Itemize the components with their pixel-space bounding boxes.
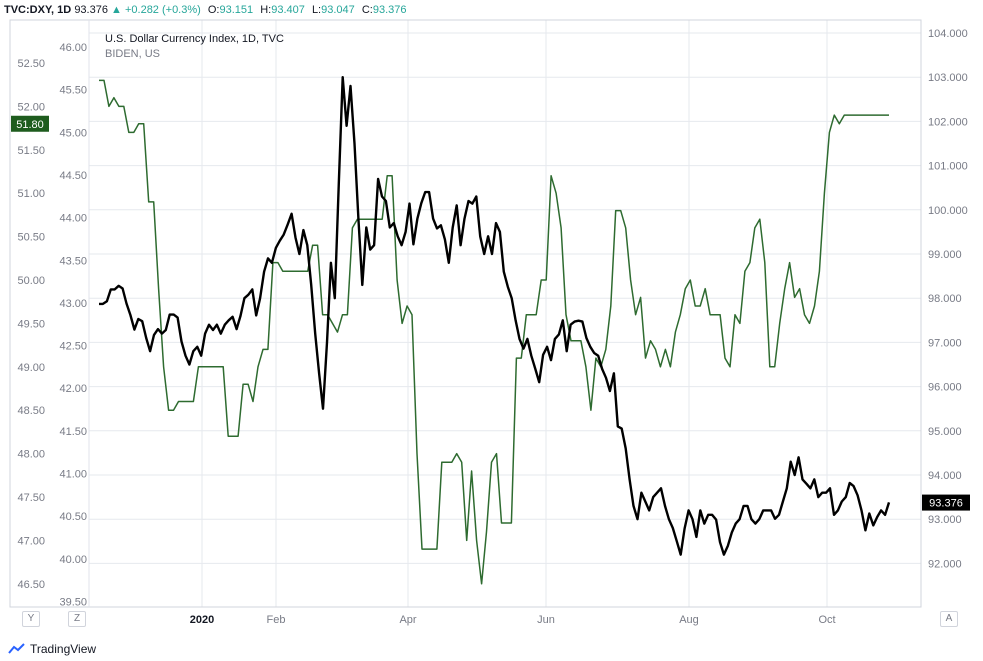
open-label: O: bbox=[207, 4, 220, 16]
biden-price-label: 51.80 bbox=[16, 119, 44, 131]
right-axis-tick-8: 96.000 bbox=[928, 382, 962, 394]
auto-scale-button[interactable]: A bbox=[940, 611, 958, 627]
right-axis-tick-5: 99.000 bbox=[928, 249, 962, 261]
tradingview-logo-icon bbox=[8, 643, 25, 654]
x-tick-2: Apr bbox=[399, 614, 416, 626]
inner-axis-tick-9: 41.50 bbox=[59, 426, 87, 438]
close-label: C: bbox=[361, 4, 373, 16]
outer-axis-tick-5: 50.00 bbox=[17, 275, 45, 287]
right-axis-tick-4: 100.000 bbox=[928, 205, 968, 217]
biden-line bbox=[99, 79, 889, 585]
right-axis-tick-6: 98.000 bbox=[928, 293, 962, 305]
dxy-price-badge bbox=[922, 494, 970, 511]
legend-title: U.S. Dollar Currency Index, 1D, TVC bbox=[105, 33, 284, 45]
y-scale-button[interactable]: Y bbox=[22, 611, 40, 627]
outer-axis-tick-8: 48.50 bbox=[17, 405, 45, 417]
high-label: H: bbox=[260, 4, 272, 16]
right-axis-tick-7: 97.000 bbox=[928, 337, 962, 349]
inner-axis-tick-10: 41.00 bbox=[59, 469, 87, 481]
inner-axis-tick-2: 45.00 bbox=[59, 127, 87, 139]
right-axis-tick-12: 92.000 bbox=[928, 558, 962, 570]
outer-axis-tick-0: 52.50 bbox=[17, 58, 45, 70]
grid bbox=[89, 20, 921, 607]
inner-axis-tick-0: 46.00 bbox=[59, 42, 87, 54]
outer-axis-tick-3: 51.00 bbox=[17, 188, 45, 200]
x-tick-0: 2020 bbox=[190, 614, 214, 626]
biden-price-badge bbox=[11, 115, 49, 132]
outer-axis-tick-2: 51.50 bbox=[17, 145, 45, 157]
outer-axis-tick-12: 46.50 bbox=[17, 579, 45, 591]
inner-axis-tick-12: 40.00 bbox=[59, 554, 87, 566]
outer-axis-tick-9: 48.00 bbox=[17, 449, 45, 461]
symbol-header: TVC:DXY, 1D 93.376 ▲ +0.282 (+0.3%) O:93… bbox=[4, 2, 407, 18]
dxy-line bbox=[99, 75, 891, 556]
outer-axis-tick-6: 49.50 bbox=[17, 318, 45, 330]
inner-axis-tick-3: 44.50 bbox=[59, 170, 87, 182]
price-badges: 51.80 93.376 bbox=[11, 115, 970, 511]
outer-left-axis: 52.50 52.00 51.50 51.00 50.50 50.00 49.50 49.00… bbox=[17, 58, 45, 591]
inner-axis-tick-5: 43.50 bbox=[59, 255, 87, 267]
x-tick-4: Aug bbox=[679, 614, 699, 626]
inner-axis-tick-11: 40.50 bbox=[59, 511, 87, 523]
x-tick-5: Oct bbox=[818, 614, 835, 626]
right-axis-tick-2: 102.000 bbox=[928, 116, 968, 128]
high-value: 93.407 bbox=[271, 4, 305, 16]
low-label: L: bbox=[311, 4, 322, 16]
inner-axis-tick-7: 42.50 bbox=[59, 341, 87, 353]
right-axis-tick-0: 104.000 bbox=[928, 28, 968, 40]
inner-axis-tick-13: 39.50 bbox=[59, 596, 87, 608]
z-scale-button[interactable]: Z bbox=[68, 611, 86, 627]
last-price: 93.376 bbox=[74, 4, 108, 16]
brand-name: TradingView bbox=[30, 642, 97, 656]
inner-axis-tick-8: 42.00 bbox=[59, 383, 87, 395]
time-axis: 2020 Feb Apr Jun Aug Oct bbox=[190, 614, 836, 626]
x-tick-3: Jun bbox=[537, 614, 555, 626]
right-axis-tick-1: 103.000 bbox=[928, 72, 968, 84]
right-price-axis: 104.000 103.000 102.000 101.000 100.000 99.00… bbox=[928, 28, 968, 570]
right-axis-tick-3: 101.000 bbox=[928, 161, 968, 173]
inner-left-axis: 46.00 45.50 45.00 44.50 44.00 43.50 43.00 42.50… bbox=[59, 42, 87, 608]
dxy-price-label: 93.376 bbox=[929, 498, 963, 510]
low-value: 93.047 bbox=[321, 4, 355, 16]
series-lines bbox=[99, 75, 891, 585]
inner-axis-tick-1: 45.50 bbox=[59, 85, 87, 97]
right-axis-tick-11: 93.000 bbox=[928, 514, 962, 526]
chart-frame bbox=[9, 19, 922, 608]
inner-axis-tick-4: 44.00 bbox=[59, 213, 87, 225]
right-axis-tick-10: 94.000 bbox=[928, 470, 962, 482]
inner-axis-tick-6: 43.00 bbox=[59, 298, 87, 310]
outer-axis-tick-1: 52.00 bbox=[17, 101, 45, 113]
symbol-name: TVC:DXY, 1D bbox=[4, 4, 72, 16]
outer-axis-tick-11: 47.00 bbox=[17, 535, 45, 547]
outer-axis-tick-4: 50.50 bbox=[17, 232, 45, 244]
x-tick-1: Feb bbox=[267, 614, 286, 626]
open-value: 93.151 bbox=[219, 4, 254, 16]
legend-subtitle: BIDEN, US bbox=[105, 48, 160, 60]
price-change: ▲ +0.282 (+0.3%) bbox=[111, 4, 201, 16]
close-value: 93.376 bbox=[372, 4, 407, 16]
outer-axis-tick-7: 49.00 bbox=[17, 362, 45, 374]
right-axis-tick-9: 95.000 bbox=[928, 426, 962, 438]
outer-axis-tick-10: 47.50 bbox=[17, 492, 45, 504]
footer: TradingView bbox=[8, 640, 96, 658]
